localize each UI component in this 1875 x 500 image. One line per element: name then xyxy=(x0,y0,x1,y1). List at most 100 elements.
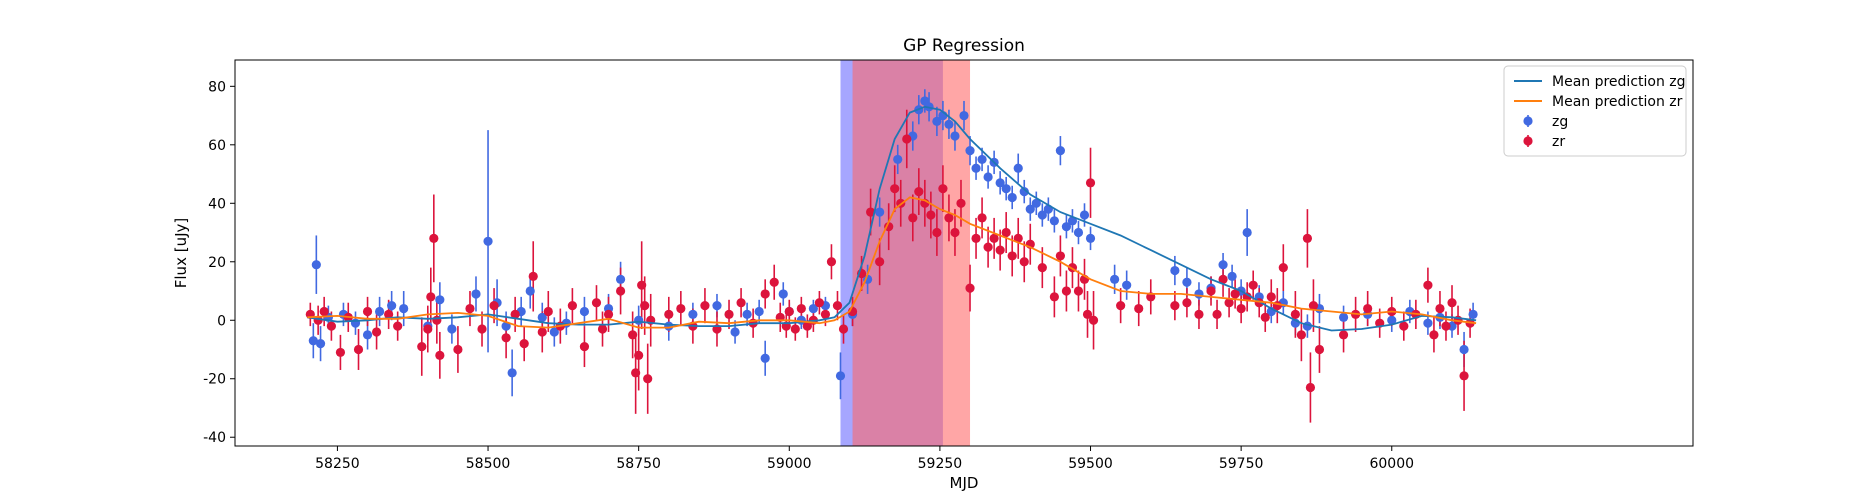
zr-point xyxy=(1088,315,1099,325)
zr-point xyxy=(1429,330,1439,340)
x-tick-label: 58250 xyxy=(315,456,360,472)
zr-point xyxy=(597,324,608,334)
zr-point xyxy=(914,186,924,197)
zr-point xyxy=(790,324,800,334)
zg-point xyxy=(1049,216,1059,226)
zr-point xyxy=(926,210,936,220)
zr-point xyxy=(628,330,638,340)
zr-point xyxy=(1447,298,1457,308)
zg-point xyxy=(399,303,409,314)
zg-point xyxy=(1085,233,1096,243)
zg-point xyxy=(311,260,321,270)
zg-point xyxy=(730,327,740,337)
zr-point xyxy=(1037,263,1047,273)
y-tick-label: 0 xyxy=(217,313,226,329)
x-tick-label: 59500 xyxy=(1068,456,1113,472)
zg-point xyxy=(1122,280,1132,290)
zr-point xyxy=(820,309,831,320)
zr-point xyxy=(519,339,529,349)
zg-point xyxy=(525,286,535,296)
span-zr xyxy=(852,60,971,446)
zr-point xyxy=(1459,371,1469,381)
zr-point xyxy=(353,344,364,355)
zg-point xyxy=(778,289,788,299)
zr-point xyxy=(371,327,382,337)
zr-point xyxy=(814,298,825,308)
zr-point xyxy=(950,227,960,238)
zg-point xyxy=(1013,163,1023,173)
zg-point xyxy=(435,295,445,305)
zr-point xyxy=(335,347,346,358)
y-tick-label: -40 xyxy=(203,430,226,446)
zg-point xyxy=(959,110,969,121)
zr-point xyxy=(760,289,770,299)
zr-point xyxy=(784,306,794,317)
zg-point xyxy=(1242,227,1252,238)
zg-point xyxy=(1459,344,1469,355)
zg-point xyxy=(1182,277,1192,287)
x-tick-label: 59250 xyxy=(918,456,963,472)
zg-point xyxy=(1019,186,1029,197)
zg-point xyxy=(387,301,397,311)
zr-point xyxy=(1338,330,1349,340)
zr-point xyxy=(977,213,987,223)
zg-point xyxy=(483,236,493,246)
zr-point xyxy=(1073,286,1084,296)
zr-point xyxy=(465,303,475,314)
zr-point xyxy=(724,309,734,320)
y-tick-label: -20 xyxy=(203,372,226,388)
zr-point xyxy=(938,184,948,194)
legend-entry-zg-label: zg xyxy=(1552,114,1568,130)
zr-point xyxy=(1082,309,1093,320)
zg-point xyxy=(471,289,481,299)
zg-point xyxy=(1194,289,1204,299)
zr-point xyxy=(700,301,710,311)
zr-point xyxy=(965,283,975,293)
zg-point xyxy=(362,330,373,340)
zr-point xyxy=(1230,289,1240,299)
x-axis-ticks: 58250 58500 58750 59000 59250 59500 59750 60000 xyxy=(315,446,1414,472)
zr-point xyxy=(543,306,553,317)
zr-point xyxy=(1435,303,1445,314)
zg-point xyxy=(1110,274,1120,284)
zr-point xyxy=(1242,292,1252,302)
zr-point xyxy=(326,321,336,331)
zr-point xyxy=(1224,298,1234,308)
zr-point xyxy=(453,344,463,355)
zr-point xyxy=(1302,233,1313,243)
x-tick-label: 59750 xyxy=(1219,456,1264,472)
zr-point xyxy=(510,309,520,320)
zr-point xyxy=(1019,257,1029,267)
zg-point xyxy=(615,274,626,284)
x-axis-label: MJD xyxy=(950,474,979,492)
zr-point xyxy=(1007,251,1017,261)
zg-point xyxy=(1001,184,1011,194)
zg-point xyxy=(1387,315,1397,325)
zr-point xyxy=(1363,303,1373,314)
zr-point xyxy=(1182,298,1192,308)
zg-point xyxy=(742,309,752,320)
zr-point xyxy=(1248,280,1258,290)
zr-point xyxy=(1441,321,1451,331)
zg-point xyxy=(1423,318,1433,328)
zr-point xyxy=(1212,309,1222,320)
zr-point xyxy=(537,327,547,337)
zr-point xyxy=(423,324,433,334)
zg-point xyxy=(501,321,511,331)
zg-point xyxy=(1218,260,1228,270)
zr-point xyxy=(971,233,981,243)
zr-point xyxy=(875,257,885,267)
zg-point xyxy=(315,339,326,349)
zr-point xyxy=(956,198,966,208)
y-tick-label: 20 xyxy=(208,255,226,271)
zr-point xyxy=(637,280,647,290)
zr-point xyxy=(769,277,779,287)
zg-point xyxy=(1338,312,1349,322)
mean-prediction-lines xyxy=(307,105,1477,332)
y-axis-ticks: -40 -20 0 20 40 60 80 xyxy=(203,79,235,446)
zr-point xyxy=(944,213,954,223)
zr-point xyxy=(838,324,849,334)
zg-point xyxy=(977,154,987,165)
zg-point xyxy=(875,207,885,217)
